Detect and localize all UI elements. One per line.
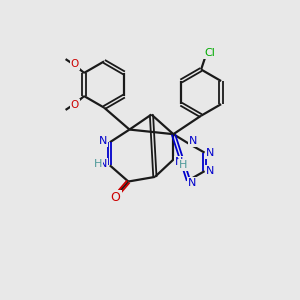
Text: N: N [206,166,214,176]
Text: Cl: Cl [204,48,215,58]
Text: O: O [71,100,79,110]
Text: H: H [94,159,102,169]
Text: N: N [175,157,183,167]
Text: N: N [99,136,107,146]
Text: N: N [99,159,107,169]
Text: O: O [111,191,121,204]
Text: H: H [179,160,187,170]
Text: N: N [189,136,198,146]
Text: N: N [188,178,197,188]
Text: O: O [71,59,79,69]
Text: N: N [206,148,214,158]
